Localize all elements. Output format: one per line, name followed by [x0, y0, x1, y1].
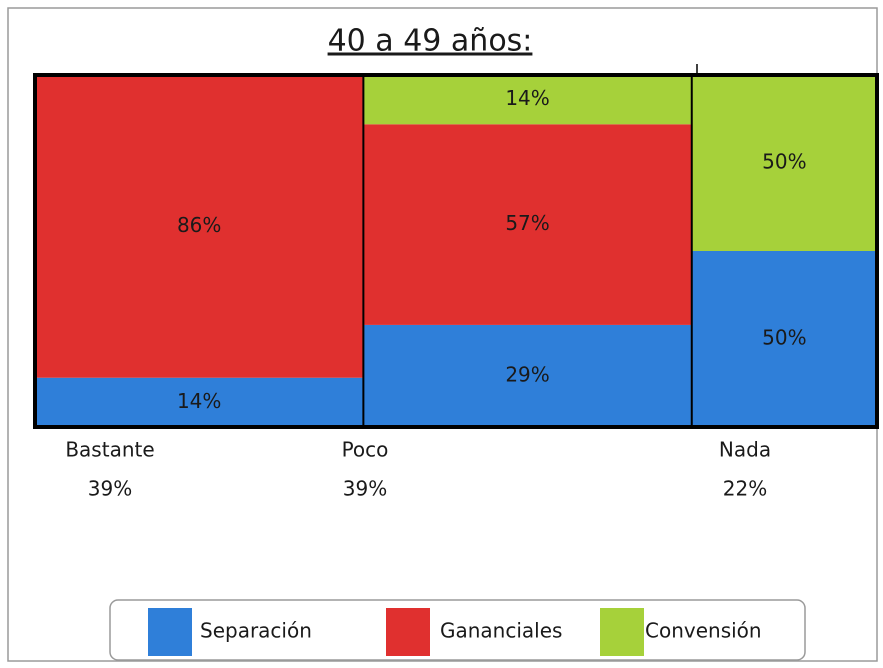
plot-border — [33, 73, 879, 429]
legend-label: Gananciales — [440, 619, 562, 643]
legend-swatch — [600, 608, 644, 656]
category-label: Nada — [719, 438, 771, 462]
segment — [363, 324, 692, 427]
data-label: 14% — [177, 389, 221, 413]
category-label: Bastante — [65, 438, 154, 462]
width-label: 22% — [723, 477, 767, 501]
legend-label: Convensión — [645, 619, 762, 643]
data-label: 57% — [505, 211, 549, 235]
legend-swatch — [386, 608, 430, 656]
legend-swatch — [148, 608, 192, 656]
segment — [363, 75, 692, 125]
segment — [691, 75, 877, 251]
data-label: 50% — [762, 150, 806, 174]
chart-title: 40 a 49 años: — [328, 24, 533, 59]
segment — [35, 75, 364, 378]
legend-label: Separación — [200, 619, 312, 643]
category-label: Poco — [342, 438, 389, 462]
data-label: 50% — [762, 326, 806, 350]
data-label: 86% — [177, 213, 221, 237]
width-label: 39% — [343, 477, 387, 501]
segment — [35, 377, 364, 427]
width-label: 39% — [88, 477, 132, 501]
segment — [691, 251, 877, 427]
data-label: 29% — [505, 362, 549, 386]
segment — [363, 124, 692, 325]
data-label: 14% — [505, 86, 549, 110]
